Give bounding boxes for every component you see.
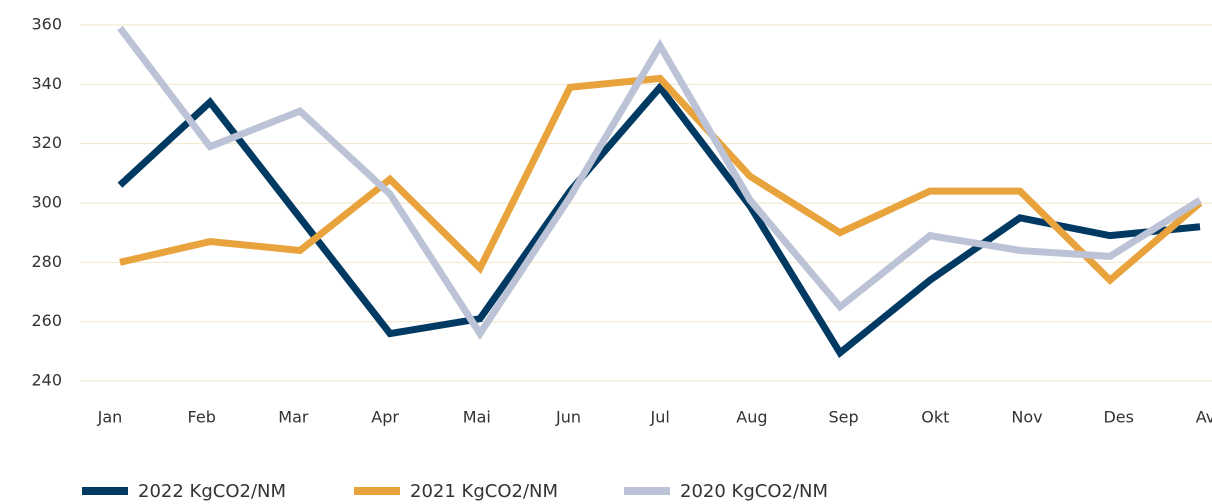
- x-tick-label: Mar: [278, 408, 309, 427]
- y-tick-label: 320: [31, 133, 62, 152]
- x-tick-label: Jul: [650, 408, 670, 427]
- series-line: [117, 81, 1201, 359]
- y-tick-label: 360: [31, 15, 62, 34]
- x-tick-label: Nov: [1011, 408, 1042, 427]
- x-tick-label: Ave: [1196, 408, 1212, 427]
- x-tick-label: Sep: [829, 408, 859, 427]
- x-tick-label: Jun: [555, 408, 581, 427]
- y-tick-label: 300: [31, 193, 62, 212]
- x-tick-label: Apr: [371, 408, 399, 427]
- legend-label: 2021 KgCO2/NM: [410, 481, 558, 502]
- series-line: [119, 74, 1203, 285]
- x-tick-label: Feb: [188, 408, 216, 427]
- y-tick-label: 340: [31, 74, 62, 93]
- legend-label: 2022 KgCO2/NM: [138, 481, 286, 502]
- y-tick-label: 280: [31, 252, 62, 271]
- x-tick-label: Jan: [97, 408, 123, 427]
- y-tick-label: 240: [31, 371, 62, 390]
- series-line: [117, 25, 1202, 340]
- x-tick-label: Des: [1103, 408, 1134, 427]
- x-tick-label: Aug: [736, 408, 767, 427]
- x-tick-label: Okt: [921, 408, 949, 427]
- x-tick-label: Mai: [463, 408, 491, 427]
- legend-label: 2020 KgCO2/NM: [680, 481, 828, 502]
- y-tick-label: 260: [31, 311, 62, 330]
